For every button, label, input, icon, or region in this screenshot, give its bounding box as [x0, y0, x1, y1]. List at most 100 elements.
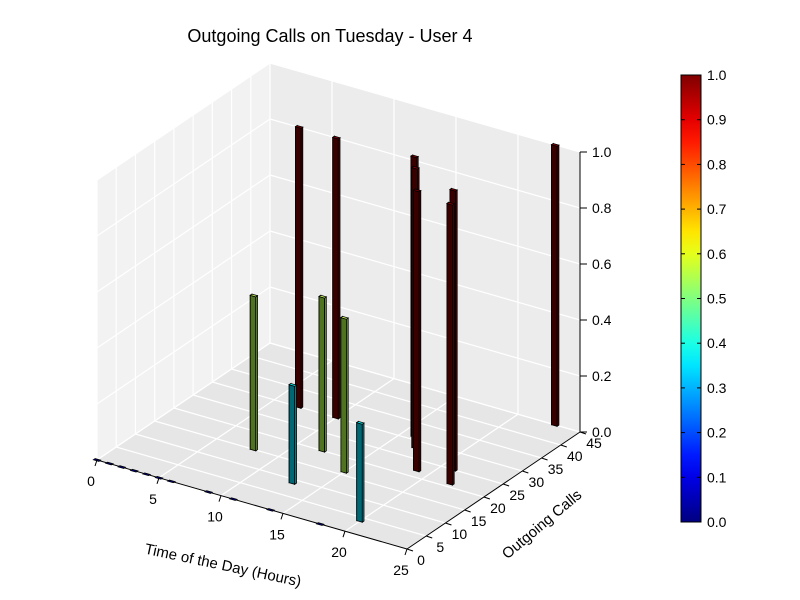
bar-front: [413, 189, 420, 473]
z-tick-label: 0.0: [592, 424, 612, 440]
y-tick-mark: [445, 522, 452, 526]
bar-14: [265, 508, 276, 512]
bar-right: [556, 144, 560, 428]
x-tick-label: 5: [149, 491, 157, 507]
gridline: [269, 230, 581, 321]
y-tick-mark: [464, 509, 471, 513]
bar-base: [104, 461, 115, 466]
z-tick-label: 0.2: [592, 368, 612, 384]
bar-front: [295, 126, 302, 409]
z-tick-label: 0.8: [592, 200, 612, 216]
x-tick-mark: [404, 548, 408, 556]
chart-title: Outgoing Calls on Tuesday - User 4: [187, 26, 472, 46]
bar-front: [551, 144, 558, 427]
bar-22: [445, 201, 456, 486]
x-tick-mark: [342, 531, 346, 538]
gridline: [96, 230, 271, 349]
bar-right: [337, 137, 341, 420]
x-tick-mark: [218, 495, 222, 502]
bar-top: [448, 187, 459, 192]
x-tick-label: 15: [269, 526, 285, 542]
bar-1: [104, 461, 115, 466]
bar-right: [294, 384, 297, 486]
bar-18: [315, 522, 325, 526]
bar-13: [288, 382, 298, 486]
bar-right: [324, 296, 327, 453]
bar-front: [356, 422, 363, 523]
x-tick-label: 20: [331, 544, 347, 560]
y-tick-label: 0: [417, 552, 425, 568]
bar-20: [355, 420, 365, 523]
x-tick-label: 25: [393, 562, 409, 578]
y-tick-mark: [483, 496, 491, 500]
colorbar-tick-label: 1.0: [707, 67, 727, 83]
colorbar-tick-label: 0.3: [707, 380, 727, 396]
y-tick-label: 40: [567, 448, 583, 464]
bar-top: [249, 293, 259, 298]
colorbar-tick-label: 0.5: [707, 291, 727, 307]
bar-base: [166, 479, 177, 484]
gridline: [96, 342, 271, 461]
colorbar-tick-label: 0.6: [707, 246, 727, 262]
bar-right: [300, 126, 304, 410]
y-tick-label: 5: [436, 539, 444, 555]
bar-8: [249, 293, 259, 452]
bar-base: [265, 508, 276, 512]
bar-right: [418, 189, 422, 473]
bar-base: [129, 468, 139, 473]
bar-right: [345, 317, 349, 474]
bar-top: [410, 165, 421, 170]
bar-top: [412, 188, 422, 193]
tick-labels: 05101520250510152025303540450.00.20.40.6…: [87, 144, 612, 578]
z-tick-label: 0.6: [592, 256, 612, 272]
colorbar-tick-label: 0.2: [707, 425, 727, 441]
gridline: [269, 62, 581, 153]
bar-front: [288, 384, 296, 485]
bar-10: [331, 135, 341, 420]
bar-top: [355, 420, 365, 425]
y-tick-mark: [560, 444, 567, 448]
z-tick-label: 1.0: [592, 144, 612, 160]
y-tick-label: 25: [509, 487, 525, 503]
x-tick-label: 0: [87, 473, 95, 489]
bar-11: [228, 497, 239, 501]
bar-front: [318, 295, 326, 453]
left-pane: [97, 63, 270, 460]
bar-right: [452, 203, 455, 486]
bar-2: [117, 465, 127, 469]
gridline: [96, 174, 271, 293]
y-tick-label: 45: [586, 435, 602, 451]
x-axis-label: Time of the Day (Hours): [143, 541, 303, 591]
y-tick-mark: [502, 483, 510, 487]
x-tick-label: 10: [207, 509, 223, 525]
colorbar-tick-label: 0.1: [707, 469, 727, 485]
bar-4: [141, 472, 152, 477]
bar-front: [446, 202, 453, 486]
bar-base: [203, 490, 214, 494]
colorbar-tick-label: 0.4: [707, 335, 727, 351]
gridline: [212, 381, 523, 472]
bar-top: [318, 294, 328, 299]
gridline: [173, 407, 485, 498]
bar-23: [550, 142, 560, 428]
gridline: [116, 446, 427, 537]
bar-front: [249, 294, 257, 452]
gridline: [154, 420, 465, 511]
bar-top: [339, 315, 350, 320]
y-tick-mark: [541, 457, 548, 461]
axes-grid: [96, 62, 581, 550]
y-tick-label: 35: [548, 461, 564, 477]
gridline: [231, 368, 542, 459]
x-tick-mark: [94, 459, 98, 467]
bar-top: [294, 125, 304, 129]
bar-15: [339, 315, 350, 474]
z-tick-label: 0.4: [592, 312, 612, 328]
bar-12: [318, 294, 328, 453]
bar-front: [340, 317, 347, 474]
y-tick-mark: [522, 470, 529, 474]
bar-front: [332, 136, 339, 420]
bar-top: [331, 135, 341, 140]
bar-7: [294, 124, 304, 410]
bars-group: [92, 124, 560, 526]
bar-19: [412, 188, 422, 473]
